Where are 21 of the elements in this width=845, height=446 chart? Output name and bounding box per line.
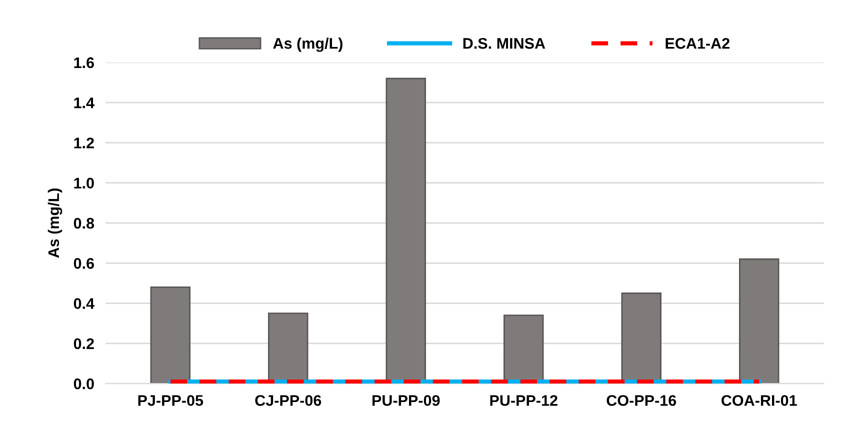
y-tick-label: 1.6 — [74, 57, 94, 68]
text: 1.0 — [74, 178, 94, 189]
y-tick-label: 0.8 — [74, 218, 94, 229]
y-axis-title: As (mg/L) — [48, 188, 62, 258]
x-tick-label: PJ-PP-05 — [138, 395, 204, 406]
y-tick-label: 0.4 — [74, 298, 94, 309]
y-tick-label: 0.6 — [74, 258, 94, 269]
legend-label: ECA1-A2 — [666, 38, 730, 49]
x-tick-label: CO-PP-16 — [606, 395, 676, 406]
x-tick-label: PU-PP-09 — [372, 395, 440, 406]
x-tick-label: CJ-PP-06 — [255, 395, 322, 406]
y-tick-label: 0.2 — [74, 338, 94, 350]
y-tick-label: 1.2 — [74, 138, 94, 148]
bar — [738, 258, 780, 384]
bar — [150, 286, 191, 384]
legend-label: As (mg/L) — [273, 38, 342, 52]
y-tick-label: 1.4 — [74, 98, 94, 108]
x-tick-label: PU-PP-12 — [490, 395, 558, 406]
text: 0.0 — [74, 378, 94, 390]
x-tick-label: COA-RI-01 — [722, 395, 797, 406]
legend-label: D.S. MINSA — [463, 38, 546, 49]
